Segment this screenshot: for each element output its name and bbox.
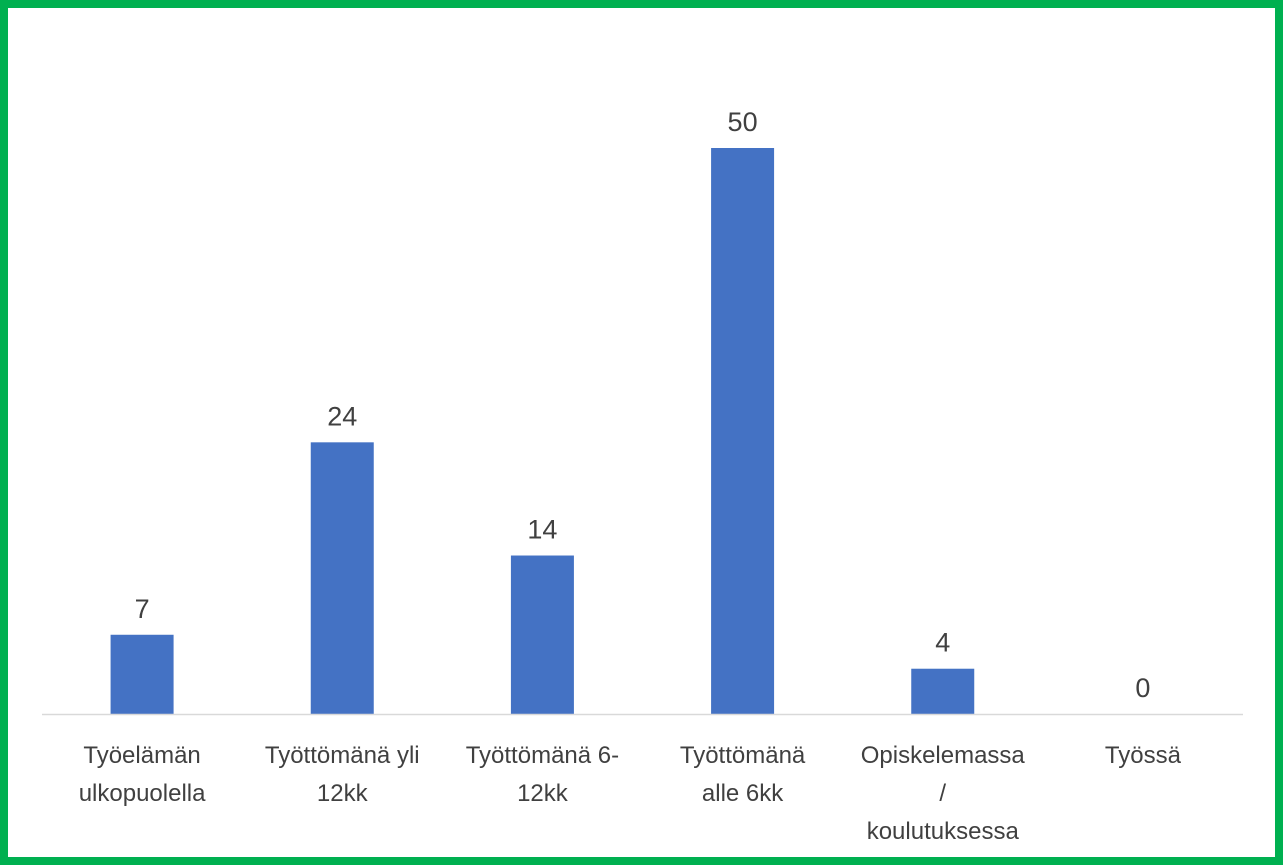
category-label-3: Työttömänä alle 6kk: [680, 742, 806, 807]
category-label-line: ulkopuolella: [79, 780, 206, 807]
category-label-line: Opiskelemassa: [861, 742, 1026, 769]
category-label-line: alle 6kk: [702, 780, 784, 807]
bar-2: [510, 555, 574, 714]
category-label-2: Työttömänä 6- 12kk: [466, 742, 619, 807]
bar-4: [911, 668, 975, 714]
value-labels-group: 7 24 14 50 4 0: [135, 107, 1151, 703]
bar-0: [110, 634, 174, 714]
value-label-5: 0: [1135, 673, 1150, 703]
category-label-line: Työttömänä 6-: [466, 742, 619, 769]
bar-1: [310, 442, 374, 714]
bars-group: [110, 148, 975, 714]
category-label-line: Työttömänä yli: [265, 742, 420, 769]
value-label-1: 24: [327, 401, 357, 431]
category-label-line: Työssä: [1105, 742, 1182, 769]
category-label-line: 12kk: [517, 780, 569, 807]
category-label-5: Työssä: [1105, 742, 1182, 769]
value-label-4: 4: [935, 628, 950, 658]
category-label-line: /: [939, 780, 946, 807]
category-label-line: koulutuksessa: [867, 818, 1020, 845]
value-label-0: 7: [135, 594, 150, 624]
value-label-3: 50: [728, 107, 758, 137]
category-label-0: Työelämän ulkopuolella: [79, 742, 206, 807]
category-label-4: Opiskelemassa / koulutuksessa: [861, 742, 1026, 845]
category-label-1: Työttömänä yli 12kk: [265, 742, 420, 807]
value-label-2: 14: [527, 515, 557, 545]
category-label-line: Työttömänä: [680, 742, 806, 769]
category-label-line: Työelämän: [83, 742, 200, 769]
bar-3: [711, 148, 775, 714]
category-label-line: 12kk: [317, 780, 369, 807]
